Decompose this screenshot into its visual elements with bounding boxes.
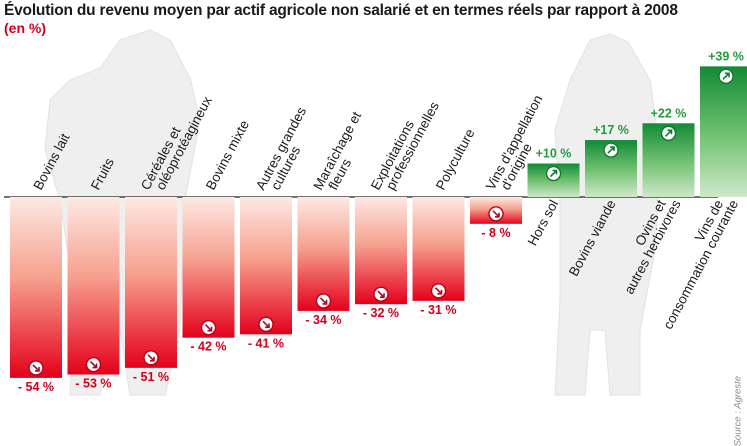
value-label-9: +10 % (536, 147, 572, 161)
category-label-9-0: Hors sol (525, 197, 561, 248)
chart-title: Évolution du revenu moyen par actif agri… (4, 2, 678, 19)
down-arrow-icon (373, 286, 389, 302)
down-arrow-icon (143, 350, 159, 366)
down-arrow-icon (430, 283, 447, 299)
value-label-10: +17 % (593, 123, 629, 137)
bar-3 (182, 197, 235, 338)
down-arrow-icon (200, 320, 217, 336)
value-label-5: - 34 % (305, 313, 341, 327)
up-arrow-icon (603, 142, 619, 158)
bar-1 (67, 197, 120, 375)
down-arrow-icon (488, 206, 504, 222)
value-label-8: - 8 % (481, 226, 510, 240)
value-label-11: +22 % (651, 106, 687, 120)
down-arrow-icon (315, 293, 332, 309)
value-label-7: - 31 % (420, 303, 456, 317)
bar-chart: - 54 %Bovins lait- 53 %Fruits- 51 %Céréa… (4, 29, 747, 396)
bar-4 (240, 197, 292, 335)
value-label-3: - 42 % (190, 340, 226, 354)
down-arrow-icon (28, 360, 44, 376)
value-label-12: +39 % (708, 49, 744, 63)
value-label-4: - 41 % (248, 336, 284, 350)
bar-12 (700, 66, 747, 197)
up-arrow-icon (718, 68, 734, 85)
up-arrow-icon (545, 165, 562, 182)
value-label-0: - 54 % (18, 380, 54, 394)
value-label-2: - 51 % (133, 370, 169, 384)
bar-5 (297, 197, 350, 311)
down-arrow-icon (258, 316, 274, 333)
up-arrow-icon (660, 125, 677, 142)
value-label-1: - 53 % (75, 377, 111, 391)
down-arrow-icon (85, 356, 102, 373)
value-label-6: - 32 % (363, 306, 399, 320)
bar-0 (10, 197, 62, 378)
chart-unit: (en %) (4, 20, 46, 36)
chart-source: Source : Agreste (732, 376, 743, 446)
bar-6 (355, 197, 407, 305)
category-label-7-0: Polyculture (433, 126, 478, 192)
bar-2 (125, 197, 177, 368)
category-label-3-0: Bovins mixte (203, 118, 252, 193)
